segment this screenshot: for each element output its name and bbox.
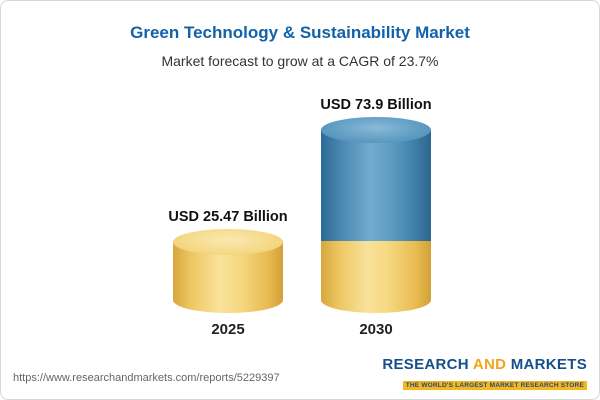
brand-word-markets: MARKETS xyxy=(510,356,587,373)
bar-2030-cylinder xyxy=(321,117,431,313)
bar-2030-blue-segment xyxy=(321,130,431,241)
chart-subtitle: Market forecast to grow at a CAGR of 23.… xyxy=(161,53,439,69)
category-label-2025: 2025 xyxy=(211,321,245,338)
brand-tagline: THE WORLD'S LARGEST MARKET RESEARCH STOR… xyxy=(402,380,587,390)
bar-2030-gold-segment xyxy=(321,241,431,313)
value-label-2030: USD 73.9 Billion xyxy=(320,97,432,113)
chart-title: Green Technology & Sustainability Market xyxy=(130,23,470,42)
brand-word-and: AND xyxy=(472,356,507,373)
bar-2025-top-ellipse xyxy=(173,229,283,255)
source-url: https://www.researchandmarkets.com/repor… xyxy=(13,372,280,384)
bar-2030-top-ellipse xyxy=(321,117,431,143)
category-label-2030: 2030 xyxy=(359,321,393,338)
brand-word-research: RESEARCH xyxy=(382,356,469,373)
value-label-2025: USD 25.47 Billion xyxy=(168,209,288,225)
brand-wordmark: RESEARCH AND MARKETS xyxy=(382,356,587,374)
brand-logo: RESEARCH AND MARKETS THE WORLD'S LARGEST… xyxy=(382,356,587,391)
bar-2025-cylinder xyxy=(173,229,283,313)
